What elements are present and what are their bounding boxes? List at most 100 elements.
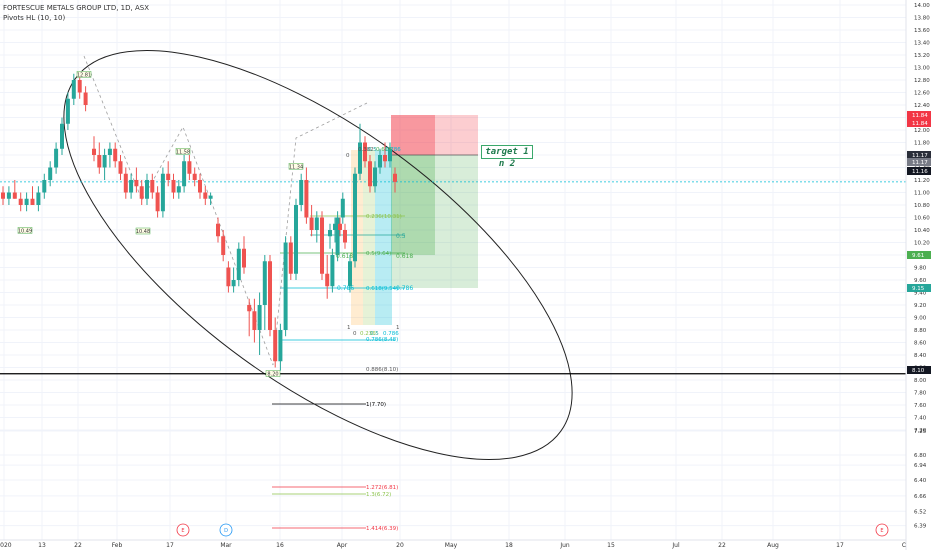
price-tick-label: 7.80	[914, 391, 927, 397]
time-axis-label: 22	[718, 542, 726, 549]
fib2-label: 1(7.70)	[366, 402, 386, 408]
price-tick-label: 6.52	[914, 509, 926, 515]
time-axis-label: Aug	[767, 542, 779, 549]
fib1-left-label: 0.618	[336, 253, 353, 260]
fib-zone-green	[363, 150, 375, 325]
price-label-text: 9.61	[912, 253, 924, 259]
target-label[interactable]: target 1 n 2	[481, 145, 533, 169]
pivot-label-box	[265, 370, 281, 377]
event-marker-icon[interactable]	[219, 523, 233, 537]
price-tick-label: 7.40	[914, 416, 927, 422]
candle-body	[139, 186, 144, 199]
time-axis-label: 20	[396, 542, 404, 549]
candle-body	[166, 173, 171, 180]
fib2-label: 1.272(6.81)	[366, 485, 398, 491]
price-tick-label: 10.40	[914, 228, 930, 234]
time-axis-label: Mar	[220, 542, 232, 549]
price-tick-label: 10.60	[914, 216, 930, 222]
price-tick-label: 6.39	[914, 524, 927, 530]
fib2-label: 0.618(9.54)	[366, 286, 398, 292]
price-tick-label: 11.20	[914, 178, 930, 184]
candle-body	[65, 98, 70, 124]
fib2-label: 0	[353, 331, 357, 337]
price-label-tag	[907, 167, 931, 175]
fib2-label: 0.886(8.10)	[366, 367, 398, 373]
pivot-label-box	[17, 227, 33, 234]
candle-body	[150, 180, 155, 193]
candle-body	[309, 217, 314, 230]
candle-body	[1, 192, 5, 199]
price-tick-label: 14.00	[914, 3, 930, 9]
candle-body	[102, 155, 107, 168]
candle-body	[92, 148, 96, 155]
candle-body	[353, 173, 357, 262]
price-label-tag	[907, 158, 931, 166]
price-tick-label: 9.40	[914, 291, 927, 297]
price-tick-label: 13.00	[914, 66, 930, 72]
price-tick-label: 12.80	[914, 78, 930, 84]
price-axis: 14.0013.6013.2012.8012.4012.0011.6011.20…	[905, 0, 932, 550]
symbol-title: FORTESCUE METALS GROUP LTD, 1D, ASX	[3, 4, 149, 12]
time-axis-label: 16	[276, 542, 284, 549]
candle-body	[294, 205, 298, 274]
candle-body	[304, 180, 309, 218]
candle-body	[123, 173, 128, 193]
price-tick-label: 12.00	[914, 128, 930, 134]
price-tick-label: 7.60	[914, 403, 927, 409]
time-axis-label: Feb	[112, 542, 123, 549]
fib2-label: 0.5	[370, 331, 379, 337]
fib-misc-label: 0.786	[385, 147, 401, 153]
candle-body	[268, 261, 272, 330]
target-zone-highlight	[391, 155, 435, 255]
price-tick-label: 6.66	[914, 494, 927, 500]
candle-body	[18, 198, 23, 205]
time-axis-label: Jul	[671, 542, 680, 549]
candle-body	[348, 261, 352, 287]
price-label-tag	[907, 151, 931, 159]
event-marker-icon[interactable]	[875, 523, 889, 537]
time-axis-label: 17	[836, 542, 844, 549]
candle-body	[203, 192, 208, 199]
event-marker-label: E	[181, 528, 184, 534]
candle-body	[358, 142, 362, 174]
price-axis-bg	[906, 0, 932, 550]
candle-body	[257, 305, 262, 330]
candle-body	[216, 223, 220, 237]
event-marker-icon[interactable]	[176, 523, 190, 537]
price-label-text: 11.84	[912, 121, 928, 127]
candle-body	[335, 217, 340, 255]
price-tick-label: 6.80	[914, 453, 927, 459]
candle-body	[113, 148, 118, 162]
fib-labels: 0.786 0.618 0.786 0.618 0.5 0.236(10.31)…	[336, 147, 413, 532]
indicator-title: Pivots HL (10, 10)	[3, 14, 66, 22]
candle-body	[24, 198, 29, 205]
candle-body	[338, 223, 342, 230]
fib-misc-label: 1	[396, 325, 400, 331]
pivot-label-box	[135, 227, 151, 235]
price-tick-label: 9.60	[914, 278, 927, 284]
drawing-lines	[63, 50, 573, 529]
fib2-label: 0.786	[383, 331, 399, 337]
pivot-label: 10.49	[18, 228, 32, 234]
chart-grid	[0, 0, 908, 540]
price-label-text: 11.84	[912, 113, 928, 119]
fib1-right-label: 0.618	[396, 253, 413, 260]
price-tick-label: 13.20	[914, 53, 930, 59]
candle-body	[30, 198, 35, 205]
candle-body	[60, 123, 64, 149]
pivot-label-box	[288, 163, 304, 170]
price-tick-label: 13.80	[914, 16, 930, 22]
price-label-text: 11.16	[912, 169, 928, 175]
time-axis-label: Apr	[337, 542, 348, 549]
price-tick-label: 8.40	[914, 353, 927, 359]
pivot-label: 10.48	[136, 229, 150, 235]
time-axis-label: 22	[74, 542, 82, 549]
pivot-labels: 10.49 12.81 10.48 11.58 11.34 8.20	[17, 71, 304, 378]
event-marker-label: E	[880, 528, 883, 534]
price-label-text: 11.17	[912, 160, 928, 166]
candle-body	[373, 167, 377, 187]
candle-body	[378, 155, 382, 168]
candle-body	[187, 161, 192, 174]
